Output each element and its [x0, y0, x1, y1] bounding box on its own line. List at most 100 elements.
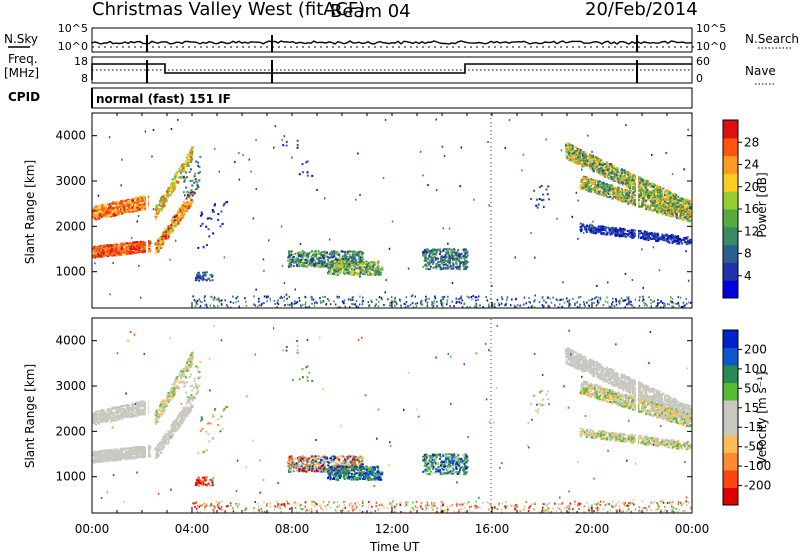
- power-cell: [598, 193, 601, 196]
- power-cell: [455, 256, 458, 259]
- power-cell: [174, 182, 177, 185]
- power-cell: [188, 158, 191, 161]
- power-cell: [206, 244, 208, 247]
- power-cell: [310, 255, 313, 258]
- power-cell: [596, 188, 598, 191]
- power-cell: [322, 262, 325, 265]
- power-cell: [645, 206, 647, 209]
- power-cell: [169, 194, 172, 196]
- power-cell: [144, 247, 147, 250]
- power-cell: [183, 181, 186, 183]
- power-cell: [430, 258, 433, 261]
- power-cell: [127, 202, 130, 205]
- power-cell: [140, 240, 142, 243]
- power-cell: [676, 242, 679, 245]
- power-cell: [338, 262, 341, 265]
- power-cell: [652, 204, 655, 207]
- power-cell: [361, 269, 364, 272]
- power-cell: [115, 212, 118, 214]
- power-cell: [184, 177, 187, 180]
- power-cell: [655, 186, 658, 189]
- power-cell: [128, 207, 131, 209]
- power-cell: [183, 163, 186, 166]
- power-cell: [189, 153, 192, 156]
- power-cell: [196, 181, 199, 184]
- power-cell: [116, 202, 119, 205]
- power-cell: [191, 184, 194, 187]
- power-cell: [614, 171, 617, 174]
- power-cell: [429, 265, 432, 268]
- power-cell: [169, 225, 172, 228]
- power-cell: [589, 187, 592, 190]
- power-cell: [424, 264, 427, 267]
- power-cell: [119, 251, 122, 254]
- power-cell: [444, 254, 447, 257]
- power-cell: [455, 252, 458, 255]
- power-cell: [94, 250, 97, 252]
- power-cell: [329, 252, 332, 255]
- nsearch-label: N.Search: [745, 32, 799, 46]
- power-cell: [657, 203, 660, 206]
- power-cell: [353, 256, 356, 259]
- power-cell: [164, 232, 167, 235]
- power-cell: [465, 267, 468, 270]
- power-cell: [122, 199, 125, 202]
- power-cell: [92, 213, 95, 216]
- power-cell: [349, 250, 352, 253]
- power-cell: [126, 201, 129, 204]
- power-cell: [149, 240, 152, 243]
- power-cell: [112, 213, 115, 216]
- power-cell: [136, 241, 139, 244]
- power-cell: [363, 273, 366, 276]
- power-cell: [189, 151, 192, 154]
- power-cell: [368, 273, 371, 276]
- power-cell: [353, 250, 356, 253]
- power-cell: [626, 176, 629, 179]
- power-cell: [422, 251, 425, 254]
- power-cell: [430, 261, 433, 264]
- power-cell: [457, 254, 460, 257]
- power-cell: [599, 189, 602, 192]
- power-cell: [325, 252, 328, 255]
- power-cell: [98, 217, 101, 220]
- power-cell: [455, 262, 458, 265]
- power-cell: [171, 183, 174, 186]
- nsky-label: N.Sky: [4, 32, 38, 46]
- power-cell: [338, 270, 341, 273]
- power-cell: [132, 209, 135, 212]
- power-cell: [298, 265, 301, 268]
- power-cell: [164, 201, 167, 204]
- power-cell: [444, 263, 447, 266]
- power-cell: [439, 250, 442, 253]
- power-cell: [632, 194, 635, 197]
- power-cell: [180, 165, 182, 168]
- power-cell: [630, 189, 632, 192]
- power-cell: [308, 260, 311, 263]
- power-cell: [365, 269, 368, 272]
- power-cell: [130, 210, 133, 213]
- power-cell: [103, 244, 106, 247]
- power-cell: [331, 268, 333, 271]
- power-cell: [426, 248, 429, 251]
- power-cell: [180, 172, 183, 175]
- power-cell: [187, 207, 190, 210]
- power-cell: [322, 265, 325, 268]
- power-cell: [336, 259, 339, 261]
- power-cell: [116, 204, 119, 207]
- power-cell: [288, 251, 291, 254]
- power-cell: [197, 246, 200, 249]
- power-cell: [162, 194, 164, 197]
- power-cell: [583, 164, 586, 167]
- power-cell: [120, 245, 123, 247]
- power-cell: [185, 186, 188, 189]
- power-cell: [98, 254, 101, 257]
- power-cell: [659, 191, 662, 194]
- power-cell: [352, 263, 355, 266]
- power-cell: [160, 236, 163, 239]
- power-cell: [583, 159, 586, 162]
- power-cell: [121, 252, 124, 255]
- power-cell: [683, 216, 686, 219]
- power-cell: [175, 173, 178, 176]
- power-cell: [583, 151, 586, 154]
- power-cell: [163, 204, 166, 207]
